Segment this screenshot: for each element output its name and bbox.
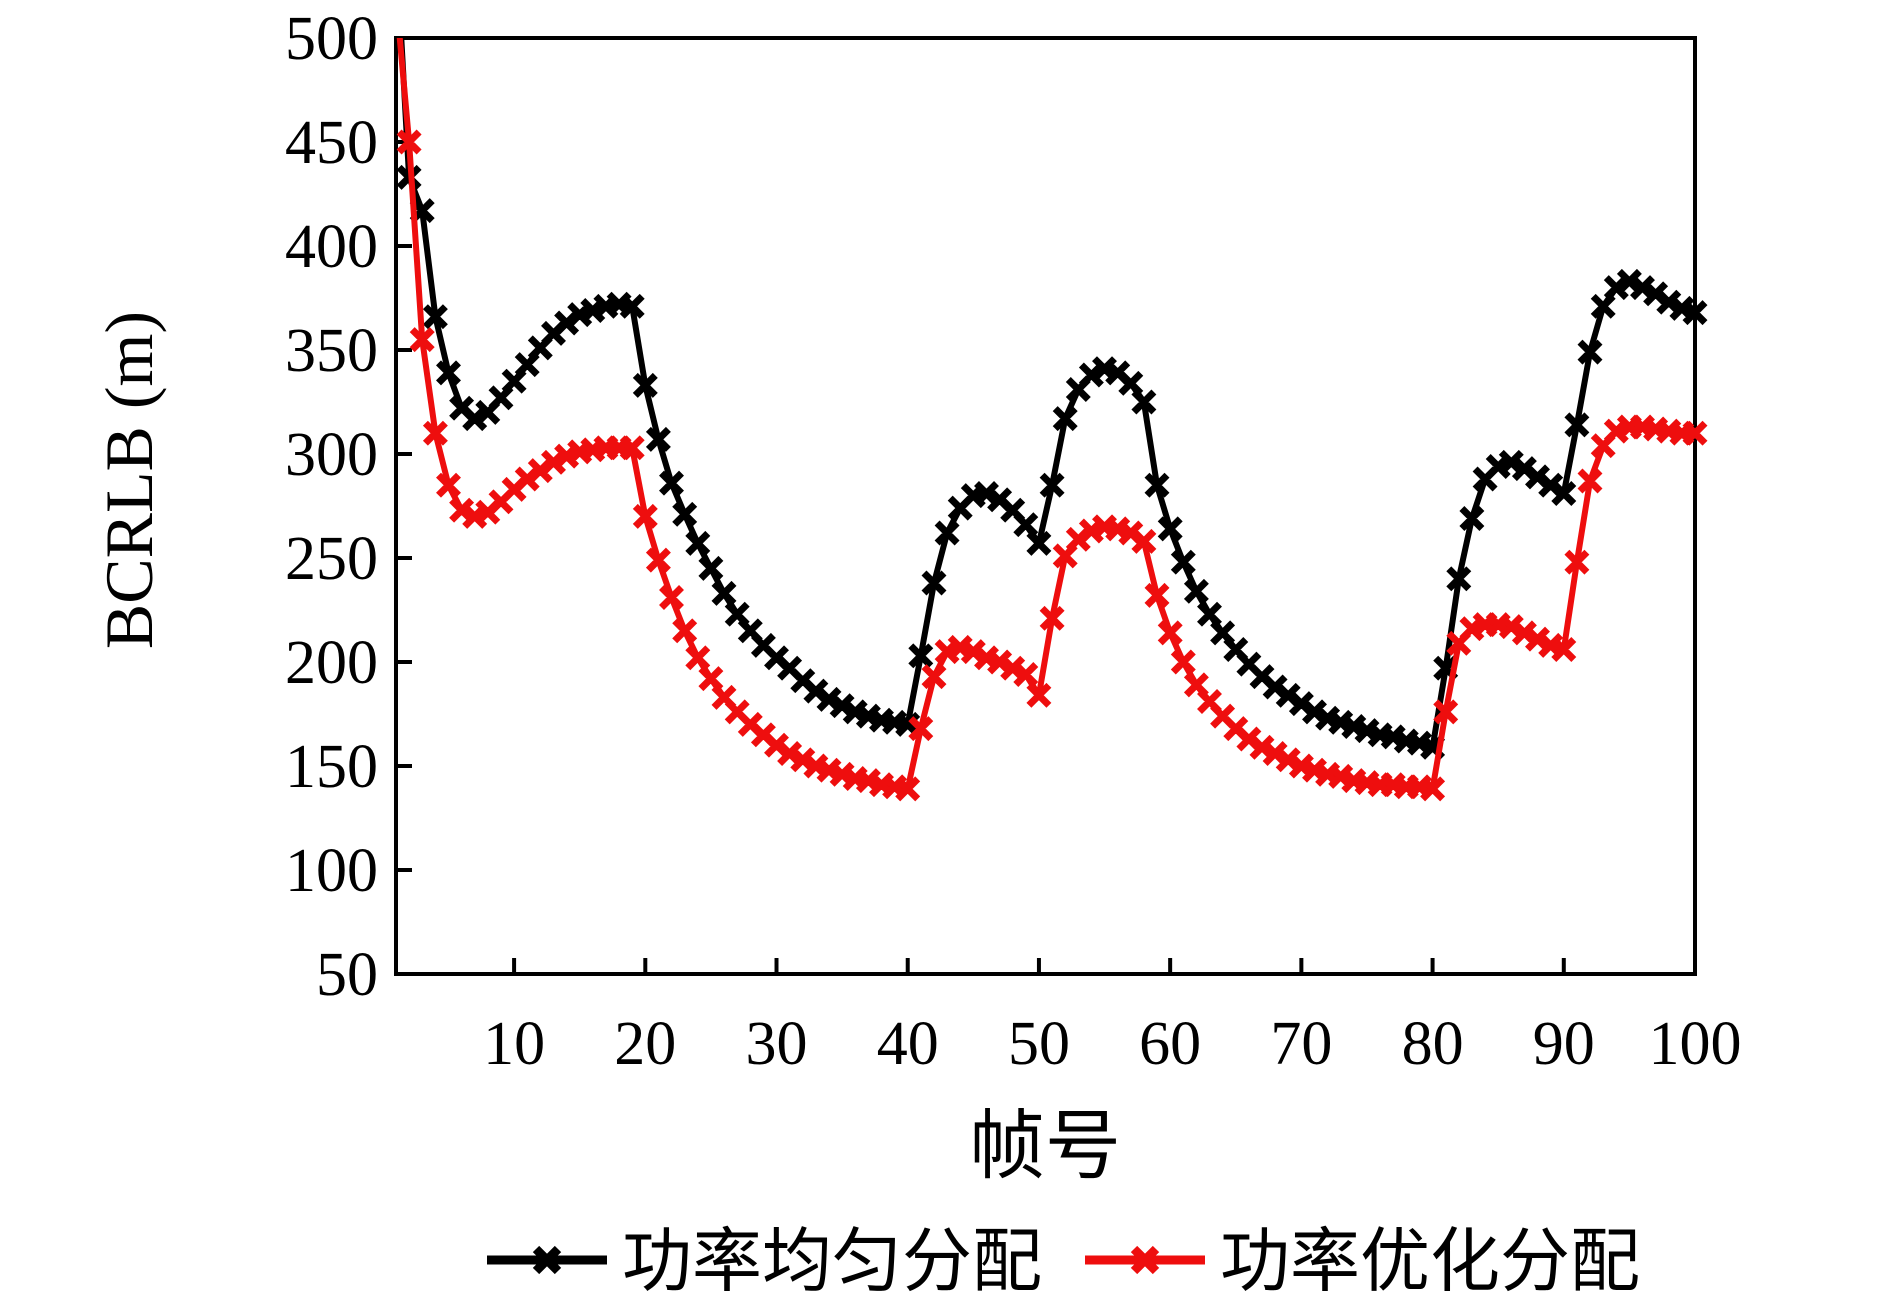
series-1 [396, 38, 1708, 802]
y-tick-label: 200 [285, 629, 378, 697]
series-markers-1 [396, 129, 1708, 802]
legend-sample-marker-uniform [532, 1245, 562, 1275]
y-tick-label: 300 [285, 421, 378, 489]
x-axis-title: 帧号 [969, 1105, 1121, 1189]
series-line-1 [396, 38, 1695, 792]
legend-label-uniform: 功率均匀分配 [622, 1224, 1042, 1294]
series-line-0 [398, 38, 1696, 751]
series-0 [396, 38, 1708, 760]
y-axis-title: BCRLB (m) [91, 311, 167, 649]
data-series [396, 38, 1708, 802]
x-tick-label: 40 [877, 1010, 939, 1078]
legend-label-optimized: 功率优化分配 [1220, 1224, 1640, 1294]
x-tick-label: 70 [1270, 1010, 1332, 1078]
x-tick-label: 100 [1649, 1010, 1742, 1078]
y-tick-label: 150 [285, 733, 378, 801]
x-tick-label: 90 [1533, 1010, 1595, 1078]
y-tick-label: 500 [285, 5, 378, 73]
x-tick-label: 30 [746, 1010, 808, 1078]
x-tick-label: 50 [1008, 1010, 1070, 1078]
x-tick-label: 60 [1139, 1010, 1201, 1078]
legend-sample-marker-optimized [1130, 1245, 1160, 1275]
y-tick-label: 350 [285, 317, 378, 385]
x-tick-label: 10 [483, 1010, 545, 1078]
y-tick-label: 50 [316, 941, 378, 1009]
x-tick-label: 20 [614, 1010, 676, 1078]
plot-frame [394, 36, 1697, 976]
y-tick-label: 400 [285, 213, 378, 281]
series-markers-0 [396, 164, 1708, 760]
legend: 功率均匀分配 功率优化分配 [487, 1224, 1640, 1294]
y-tick-label: 250 [285, 525, 378, 593]
y-tick-label: 450 [285, 109, 378, 177]
x-tick-label: 80 [1402, 1010, 1464, 1078]
axis-ticks: 10 20 30 40 50 60 70 80 90 100 50 100 150 200 250 300 35… [285, 5, 1742, 1078]
y-tick-label: 100 [285, 837, 378, 905]
